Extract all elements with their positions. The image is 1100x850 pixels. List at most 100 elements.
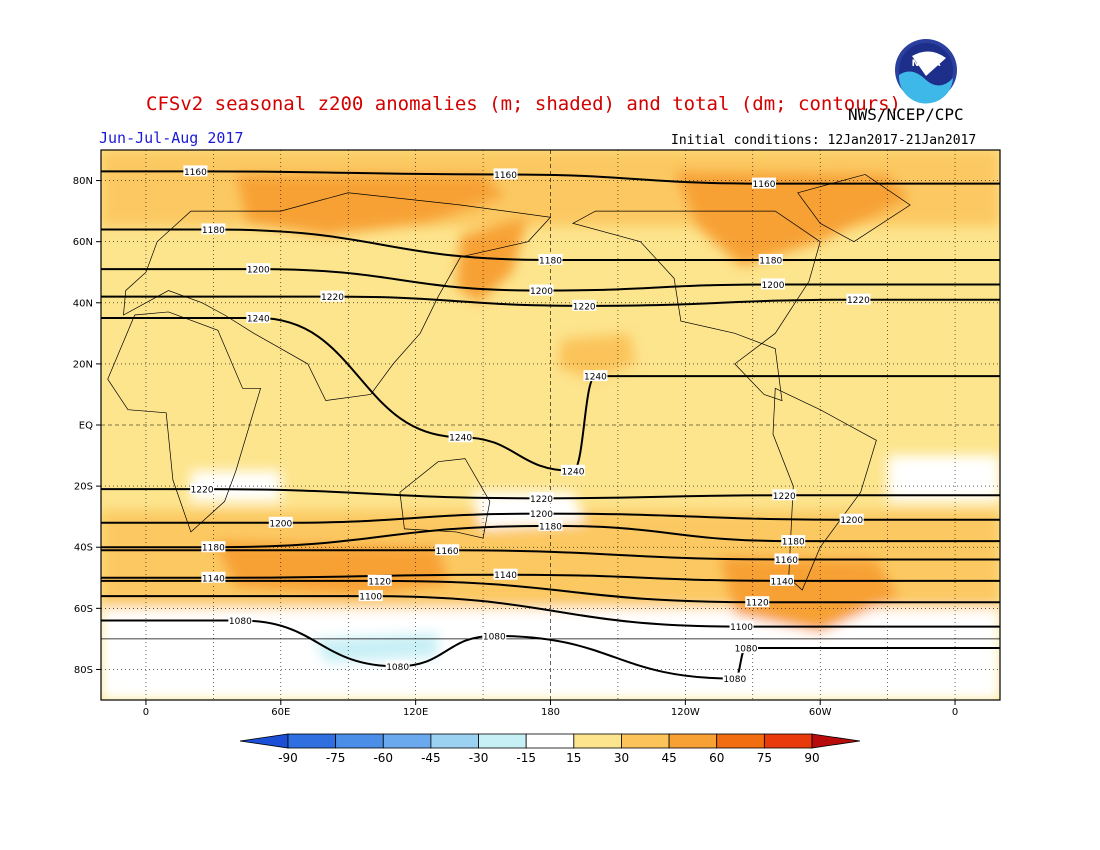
forecast-period: Jun-Jul-Aug 2017 bbox=[99, 129, 244, 147]
lon-tick-label: 180 bbox=[541, 707, 560, 718]
contour-label: 1200 bbox=[761, 278, 786, 291]
map-area: 1160 1160 1160 1180 1180 1180 1200 1200 1200 1220… bbox=[101, 150, 1000, 700]
contour-label: 1160 bbox=[183, 165, 208, 178]
colorbar-label: 15 bbox=[566, 751, 581, 765]
colorbar-label: 90 bbox=[804, 751, 819, 765]
contour-label: 1080 bbox=[734, 642, 759, 655]
contour-label: 1220 bbox=[190, 483, 215, 496]
contour-label: 1220 bbox=[846, 293, 871, 306]
anomaly-region bbox=[674, 171, 911, 267]
lat-tick-label: 80S bbox=[74, 665, 93, 676]
contour-line bbox=[101, 595, 1000, 628]
lat-tick-label: 60N bbox=[73, 237, 93, 248]
svg-text:1220: 1220 bbox=[773, 492, 796, 502]
organization-label: NWS/NCEP/CPC bbox=[848, 105, 964, 124]
anomaly-region bbox=[719, 556, 899, 633]
colorbar-swatch bbox=[716, 733, 765, 749]
coastline bbox=[772, 387, 877, 591]
lat-tick-label: 40S bbox=[74, 543, 93, 554]
svg-text:1160: 1160 bbox=[184, 168, 207, 178]
colorbar-label: -90 bbox=[278, 751, 298, 765]
svg-text:1180: 1180 bbox=[539, 257, 562, 267]
lon-tick-label: 60E bbox=[271, 707, 290, 718]
svg-text:1080: 1080 bbox=[735, 645, 758, 655]
contour-label: 1180 bbox=[201, 541, 226, 554]
svg-text:1220: 1220 bbox=[191, 486, 214, 496]
contour-label: 1160 bbox=[752, 177, 777, 190]
anomaly-region bbox=[456, 217, 529, 303]
contour-label: 1140 bbox=[201, 571, 226, 584]
lon-tick-label: 60W bbox=[809, 707, 832, 718]
contour-line bbox=[101, 579, 1000, 604]
contour-label: 1160 bbox=[774, 553, 799, 566]
colorbar-label: -60 bbox=[373, 751, 393, 765]
lat-tick-label: 20S bbox=[74, 482, 93, 493]
colorbar-swatch bbox=[573, 733, 622, 749]
colorbar-label: -30 bbox=[469, 751, 489, 765]
svg-text:1100: 1100 bbox=[359, 593, 382, 603]
svg-text:1180: 1180 bbox=[202, 226, 225, 236]
contour-label: 1200 bbox=[268, 516, 293, 529]
longitude-axis: 0 60E 120E 180 120W 60W 0 bbox=[143, 700, 958, 718]
colorbar-label: -75 bbox=[326, 751, 346, 765]
contour-label: 1080 bbox=[722, 672, 747, 685]
lon-tick-label: 120E bbox=[403, 707, 428, 718]
svg-text:1080: 1080 bbox=[386, 663, 409, 673]
contour-label: 1240 bbox=[448, 431, 473, 444]
colorbar-label: 30 bbox=[614, 751, 629, 765]
contour-label: 1220 bbox=[529, 492, 554, 505]
svg-text:1080: 1080 bbox=[483, 632, 506, 642]
colorbar-swatch bbox=[335, 733, 384, 749]
colorbar-swatch bbox=[382, 733, 432, 749]
contour-label: 1140 bbox=[769, 574, 794, 587]
colorbar-arrow-high bbox=[811, 733, 861, 749]
contour-label: 1180 bbox=[538, 519, 563, 532]
noaa-logo: NOAA bbox=[895, 39, 957, 104]
svg-text:1200: 1200 bbox=[530, 510, 553, 520]
svg-text:1140: 1140 bbox=[494, 571, 517, 581]
svg-text:1240: 1240 bbox=[449, 434, 472, 444]
neutral-zone bbox=[887, 455, 1000, 502]
anomaly-region bbox=[235, 174, 506, 236]
colorbar-label: -45 bbox=[421, 751, 441, 765]
contour-label: 1140 bbox=[493, 568, 518, 581]
colorbar-swatch bbox=[621, 733, 670, 749]
svg-text:1100: 1100 bbox=[730, 623, 753, 633]
coastline bbox=[572, 210, 821, 402]
contour-label: 1220 bbox=[572, 299, 597, 312]
svg-text:1200: 1200 bbox=[269, 519, 292, 529]
contour-label: 1080 bbox=[482, 629, 507, 642]
lat-tick-label: 60S bbox=[74, 604, 93, 615]
contour-label: 1240 bbox=[560, 464, 585, 477]
contour-label: 1100 bbox=[358, 590, 383, 603]
contour-label: 1220 bbox=[772, 489, 797, 502]
contour-label: 1200 bbox=[839, 513, 864, 526]
contour-label: 1160 bbox=[435, 544, 460, 557]
svg-text:1160: 1160 bbox=[494, 171, 517, 181]
contour-line bbox=[101, 295, 1000, 307]
svg-text:1180: 1180 bbox=[759, 257, 782, 267]
colorbar-arrow-low bbox=[239, 733, 289, 749]
lon-tick-label: 120W bbox=[671, 707, 700, 718]
svg-text:1220: 1220 bbox=[530, 495, 553, 505]
anomaly-region bbox=[314, 632, 439, 664]
initial-conditions: Initial conditions: 12Jan2017-21Jan2017 bbox=[671, 133, 976, 148]
svg-text:1200: 1200 bbox=[247, 266, 270, 276]
contour-label: 1180 bbox=[538, 254, 563, 267]
colorbar-label: 45 bbox=[661, 751, 676, 765]
colorbar-swatch bbox=[763, 733, 813, 749]
contour-label: 1100 bbox=[729, 620, 754, 633]
colorbar-swatch bbox=[287, 733, 337, 749]
svg-text:1220: 1220 bbox=[321, 293, 344, 303]
svg-text:NOAA: NOAA bbox=[912, 59, 941, 69]
colorbar-label: 60 bbox=[709, 751, 724, 765]
colorbar-label: -15 bbox=[516, 751, 536, 765]
coastline bbox=[797, 174, 911, 243]
contour-label: 1180 bbox=[781, 535, 806, 548]
contour-label: 1080 bbox=[228, 614, 253, 627]
colorbar-swatch bbox=[525, 733, 575, 749]
contour-label: 1120 bbox=[745, 596, 770, 609]
colorbar-swatch bbox=[668, 733, 718, 749]
lat-tick-label: 20N bbox=[73, 359, 93, 370]
